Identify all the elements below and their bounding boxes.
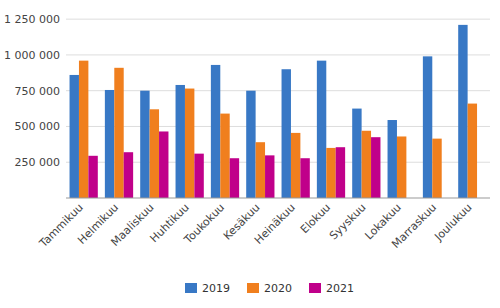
bar [362,131,371,198]
y-tick-label: 1 250 000 [4,13,60,26]
bar [388,120,397,198]
y-tick-label: 750 000 [15,85,61,98]
bar [230,158,239,198]
bar [317,61,326,198]
bar [458,25,467,198]
legend-swatch [185,283,197,293]
x-tick-label: Elokuu [298,201,333,236]
bar [114,68,123,198]
bar [282,69,291,198]
bar [291,133,300,198]
bar [423,56,432,198]
x-tick-label: Joulukuu [431,201,474,244]
x-tick-label: Syyskuu [327,201,369,243]
chart: 250 000 500 000 750 000 1 000 000 1 250 000 T… [0,0,500,308]
bar [246,91,255,198]
bar [326,148,335,198]
grid-line [66,54,490,55]
bar [468,104,477,198]
legend-swatch [309,283,321,293]
bar [79,61,88,198]
bar [159,131,168,198]
legend-swatch [247,283,259,293]
bar [70,75,79,198]
bar [124,152,133,198]
bar [352,109,361,198]
x-tick-label: Tammikuu [36,201,86,251]
bar [336,147,345,198]
bar [88,156,97,198]
bars [70,25,478,198]
legend: 2019 2020 2021 [185,282,354,295]
bar [105,90,114,198]
bar [140,91,149,198]
legend-label: 2020 [264,282,292,295]
bar [194,154,203,198]
x-tick-label: Maaliskuu [109,201,157,249]
x-tick-label: Marraskuu [389,201,439,251]
bar [185,89,194,198]
legend-label: 2021 [326,282,354,295]
bar [256,142,265,198]
x-tick-label: Heinäkuu [252,201,298,247]
bar [265,155,274,198]
legend-label: 2019 [202,282,230,295]
grid-line [66,19,490,20]
bar [397,136,406,198]
bar [211,65,220,198]
bar [300,158,309,198]
y-tick-label: 500 000 [15,120,61,133]
bar [432,139,441,198]
x-axis [66,198,490,199]
x-tick-label: Toukokuu [181,201,227,247]
bar [371,137,380,198]
bar [150,109,159,198]
y-tick-label: 250 000 [15,156,61,169]
bar [176,85,185,198]
bar [220,114,229,198]
y-tick-label: 1 000 000 [4,49,60,62]
